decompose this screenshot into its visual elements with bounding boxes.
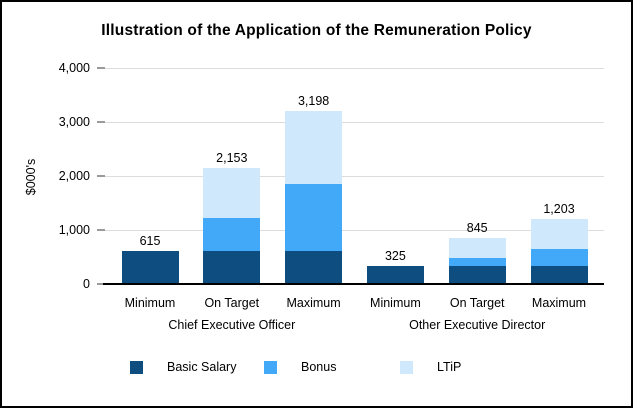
y-tick-label: 3,000 <box>58 115 90 129</box>
x-category-label: Minimum <box>370 296 421 310</box>
y-axis-tick <box>97 229 105 231</box>
y-tick-label: 0 <box>83 277 90 291</box>
bar-segment-ltip <box>530 219 588 249</box>
bar-segment-ltip <box>448 238 506 258</box>
bar-segment-ltip <box>203 167 261 218</box>
x-category-label: On Target <box>204 296 260 310</box>
legend-label-bonus: Bonus <box>301 360 337 374</box>
bar-total-label: 2,153 <box>216 150 248 165</box>
y-axis-tick <box>97 121 105 123</box>
bar-segment-bonus <box>448 257 506 267</box>
y-tick-label: 4,000 <box>58 61 90 75</box>
bar-segment-basic-salary <box>285 250 343 284</box>
x-group-label: Chief Executive Officer <box>168 318 296 332</box>
gridline <box>105 121 604 123</box>
bar-total-label: 845 <box>466 221 488 236</box>
gridline <box>105 67 604 69</box>
bar-segment-bonus <box>530 248 588 267</box>
bar-segment-basic-salary <box>121 250 179 284</box>
legend-swatch-basic-salary <box>130 361 143 374</box>
y-tick-label: 1,000 <box>58 223 90 237</box>
x-group-label: Other Executive Director <box>409 318 546 332</box>
x-category-label: Minimum <box>124 296 176 310</box>
gridline <box>105 175 604 177</box>
chart-title: Illustration of the Application of the R… <box>101 22 532 39</box>
bar-total-label: 615 <box>139 233 161 248</box>
y-axis-tick <box>97 283 105 285</box>
x-category-label: On Target <box>449 296 505 310</box>
legend-label-basic-salary: Basic Salary <box>167 360 237 374</box>
legend-swatch-ltip <box>400 361 413 374</box>
gridline <box>105 229 604 231</box>
bar-segment-basic-salary <box>203 250 261 284</box>
bar-total-label: 3,198 <box>297 94 330 109</box>
y-axis-tick <box>97 67 105 69</box>
x-category-label: Maximum <box>286 296 341 310</box>
bar-segment-basic-salary <box>366 266 424 284</box>
y-axis-title: $000's <box>24 158 38 196</box>
x-axis-line <box>103 283 604 285</box>
bar-segment-bonus <box>203 217 261 251</box>
y-axis-tick <box>97 175 105 177</box>
y-tick-label: 2,000 <box>58 169 90 183</box>
bar-segment-basic-salary <box>530 266 588 284</box>
x-category-label: Maximum <box>531 296 587 310</box>
bar-total-label: 1,203 <box>543 202 575 217</box>
bar-segment-bonus <box>285 184 343 251</box>
bar-total-label: 325 <box>384 249 406 264</box>
legend-label-ltip: LTiP <box>437 360 462 374</box>
legend-swatch-bonus <box>264 361 277 374</box>
bar-segment-ltip <box>285 111 343 185</box>
bar-segment-basic-salary <box>448 266 506 284</box>
